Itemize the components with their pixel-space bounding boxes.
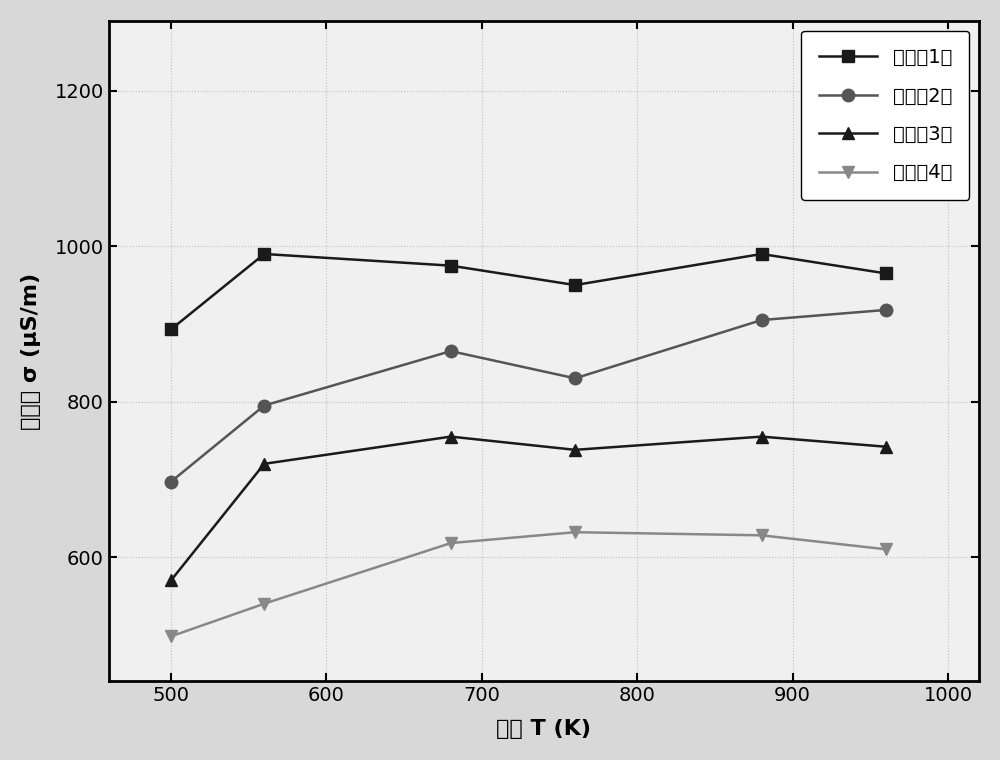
实施奡2： xyxy=(880,306,892,315)
实施奡4： xyxy=(569,527,581,537)
实施奡1： xyxy=(880,269,892,278)
实施奡2： xyxy=(756,315,768,325)
实施奡1： xyxy=(165,325,177,334)
实施奡3： xyxy=(569,445,581,454)
实施奡4： xyxy=(880,545,892,554)
实施奡1： xyxy=(258,249,270,258)
实施奡1： xyxy=(445,261,457,271)
实施奡3： xyxy=(880,442,892,451)
X-axis label: 温度 T (K): 温度 T (K) xyxy=(496,719,591,739)
实施奡3： xyxy=(165,576,177,585)
实施奡1： xyxy=(569,280,581,290)
实施奡4： xyxy=(258,599,270,608)
Line: 实施奡1：: 实施奡1： xyxy=(165,248,892,336)
Legend: 实施奡1：, 实施奡2：, 实施奡3：, 实施奡4：: 实施奡1：, 实施奡2：, 实施奡3：, 实施奡4： xyxy=(801,30,969,200)
实施奡2： xyxy=(569,374,581,383)
实施奡3： xyxy=(258,459,270,468)
实施奡4： xyxy=(165,632,177,641)
实施奡4： xyxy=(445,539,457,548)
Y-axis label: 电导率 σ (μS/m): 电导率 σ (μS/m) xyxy=(21,273,41,429)
实施奡2： xyxy=(445,347,457,356)
实施奡3： xyxy=(756,432,768,441)
Line: 实施奡2：: 实施奡2： xyxy=(165,304,892,488)
实施奡3： xyxy=(445,432,457,441)
实施奡2： xyxy=(258,401,270,410)
实施奡1： xyxy=(756,249,768,258)
实施奡4： xyxy=(756,530,768,540)
实施奡2： xyxy=(165,477,177,486)
Line: 实施奡3：: 实施奡3： xyxy=(165,430,892,587)
Line: 实施奡4：: 实施奡4： xyxy=(165,526,892,643)
